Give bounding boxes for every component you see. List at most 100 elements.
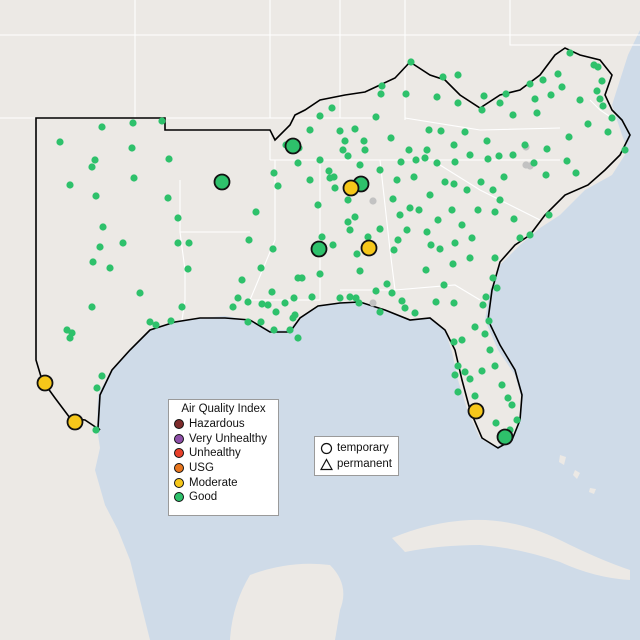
station-marker-good[interactable] bbox=[593, 87, 601, 95]
station-marker-good[interactable] bbox=[184, 265, 192, 273]
station-marker-good[interactable] bbox=[356, 161, 364, 169]
temporary-monitor-good[interactable] bbox=[213, 173, 231, 191]
station-marker-good[interactable] bbox=[454, 99, 462, 107]
station-marker-good[interactable] bbox=[558, 83, 566, 91]
station-marker-good[interactable] bbox=[264, 301, 272, 309]
station-marker-good[interactable] bbox=[397, 158, 405, 166]
station-marker-good[interactable] bbox=[383, 280, 391, 288]
station-marker-good[interactable] bbox=[547, 91, 555, 99]
station-marker-good[interactable] bbox=[427, 241, 435, 249]
station-marker-good[interactable] bbox=[471, 392, 479, 400]
station-marker-good[interactable] bbox=[436, 245, 444, 253]
station-marker-good[interactable] bbox=[450, 180, 458, 188]
station-marker-good[interactable] bbox=[91, 156, 99, 164]
station-marker-good[interactable] bbox=[351, 213, 359, 221]
station-marker-good[interactable] bbox=[325, 167, 333, 175]
station-marker-good[interactable] bbox=[415, 206, 423, 214]
station-marker-good[interactable] bbox=[466, 254, 474, 262]
station-marker-good[interactable] bbox=[458, 221, 466, 229]
station-marker-good[interactable] bbox=[92, 192, 100, 200]
station-marker-good[interactable] bbox=[530, 159, 538, 167]
station-marker-good[interactable] bbox=[351, 125, 359, 133]
station-marker-good[interactable] bbox=[66, 334, 74, 342]
station-marker-good[interactable] bbox=[396, 211, 404, 219]
station-marker-good[interactable] bbox=[454, 388, 462, 396]
station-marker-good[interactable] bbox=[463, 186, 471, 194]
station-marker-good[interactable] bbox=[425, 126, 433, 134]
station-marker-good[interactable] bbox=[401, 304, 409, 312]
station-marker-good[interactable] bbox=[344, 218, 352, 226]
station-marker-good[interactable] bbox=[454, 71, 462, 79]
station-marker-good[interactable] bbox=[119, 239, 127, 247]
station-marker-good[interactable] bbox=[341, 137, 349, 145]
temporary-monitor-good[interactable] bbox=[496, 428, 514, 446]
station-marker-good[interactable] bbox=[336, 294, 344, 302]
station-marker-good[interactable] bbox=[468, 234, 476, 242]
station-marker-good[interactable] bbox=[422, 266, 430, 274]
station-marker-good[interactable] bbox=[451, 158, 459, 166]
station-marker-good[interactable] bbox=[286, 326, 294, 334]
station-marker-good[interactable] bbox=[412, 156, 420, 164]
station-marker-good[interactable] bbox=[437, 127, 445, 135]
station-marker-good[interactable] bbox=[496, 99, 504, 107]
station-marker-good[interactable] bbox=[388, 289, 396, 297]
station-marker-good[interactable] bbox=[364, 233, 372, 241]
station-marker-good[interactable] bbox=[174, 214, 182, 222]
station-marker-good[interactable] bbox=[483, 137, 491, 145]
station-marker-good[interactable] bbox=[294, 159, 302, 167]
station-marker-good[interactable] bbox=[454, 362, 462, 370]
station-marker-good[interactable] bbox=[450, 338, 458, 346]
station-marker-good[interactable] bbox=[314, 201, 322, 209]
station-marker-good[interactable] bbox=[508, 401, 516, 409]
station-marker-good[interactable] bbox=[489, 186, 497, 194]
station-marker-good[interactable] bbox=[554, 70, 562, 78]
station-marker-good[interactable] bbox=[531, 95, 539, 103]
station-marker-good[interactable] bbox=[272, 308, 280, 316]
station-marker-good[interactable] bbox=[98, 372, 106, 380]
station-marker-good[interactable] bbox=[516, 234, 524, 242]
station-marker-good[interactable] bbox=[306, 126, 314, 134]
temporary-monitor-moderate[interactable] bbox=[467, 402, 485, 420]
station-marker-good[interactable] bbox=[563, 157, 571, 165]
station-marker-good[interactable] bbox=[526, 231, 534, 239]
station-marker-good[interactable] bbox=[566, 49, 574, 57]
station-marker-good[interactable] bbox=[244, 298, 252, 306]
station-marker-good[interactable] bbox=[621, 146, 629, 154]
station-marker-good[interactable] bbox=[608, 114, 616, 122]
station-marker-good[interactable] bbox=[244, 318, 252, 326]
station-marker-good[interactable] bbox=[376, 166, 384, 174]
station-marker-good[interactable] bbox=[449, 260, 457, 268]
station-marker-good[interactable] bbox=[440, 281, 448, 289]
station-marker-good[interactable] bbox=[146, 318, 154, 326]
station-marker-good[interactable] bbox=[336, 127, 344, 135]
station-marker-good[interactable] bbox=[576, 96, 584, 104]
station-marker-good[interactable] bbox=[504, 394, 512, 402]
station-marker-good[interactable] bbox=[377, 90, 385, 98]
station-marker-good[interactable] bbox=[152, 321, 160, 329]
station-marker-good[interactable] bbox=[136, 289, 144, 297]
station-marker-good[interactable] bbox=[294, 334, 302, 342]
station-marker-good[interactable] bbox=[269, 245, 277, 253]
station-marker-good[interactable] bbox=[258, 300, 266, 308]
station-marker-good[interactable] bbox=[596, 95, 604, 103]
station-marker-good[interactable] bbox=[543, 145, 551, 153]
station-marker-good[interactable] bbox=[394, 236, 402, 244]
station-marker-good[interactable] bbox=[448, 206, 456, 214]
station-marker-good[interactable] bbox=[432, 298, 440, 306]
station-marker-good[interactable] bbox=[316, 156, 324, 164]
station-marker-good[interactable] bbox=[599, 102, 607, 110]
station-marker-good[interactable] bbox=[376, 308, 384, 316]
station-marker-good[interactable] bbox=[372, 287, 380, 295]
station-marker-good[interactable] bbox=[492, 419, 500, 427]
station-marker-good[interactable] bbox=[407, 58, 415, 66]
station-marker-good[interactable] bbox=[344, 196, 352, 204]
station-marker-good[interactable] bbox=[533, 109, 541, 117]
station-marker-good[interactable] bbox=[480, 92, 488, 100]
temporary-monitor-good[interactable] bbox=[310, 240, 328, 258]
station-marker-good[interactable] bbox=[306, 176, 314, 184]
station-marker-good[interactable] bbox=[178, 303, 186, 311]
station-marker-good[interactable] bbox=[356, 267, 364, 275]
station-marker-good[interactable] bbox=[482, 293, 490, 301]
station-marker-good[interactable] bbox=[316, 270, 324, 278]
station-marker-good[interactable] bbox=[521, 141, 529, 149]
